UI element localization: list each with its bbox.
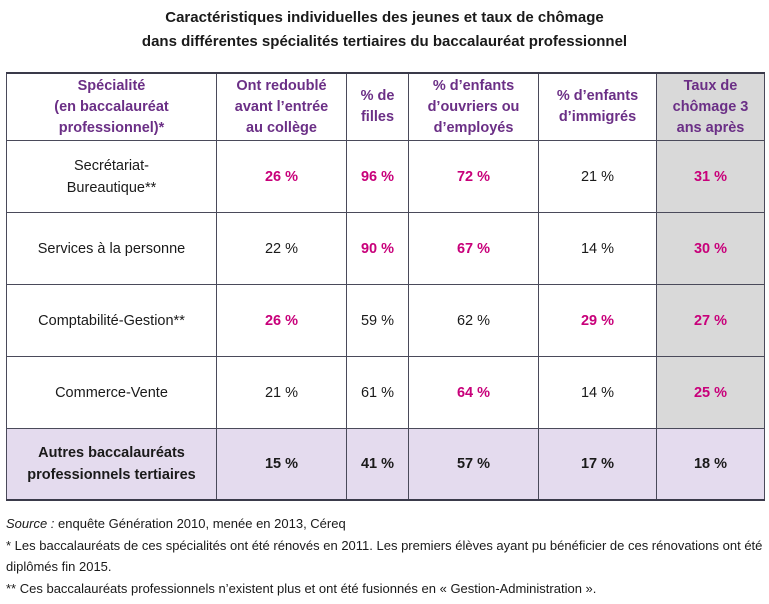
table-title: Caractéristiques individuelles des jeune… bbox=[0, 0, 769, 58]
title-line-2: dans différentes spécialités tertiaires … bbox=[141, 33, 628, 50]
row-label: Secrétariat- Bureautique** bbox=[6, 140, 217, 213]
table-row: Services à la personne 22 % 90 % 67 % 14 % 30… bbox=[6, 212, 765, 285]
table-cell: 30 % bbox=[656, 212, 765, 285]
header-row: Spécialité (en baccalauréat professionne… bbox=[6, 72, 765, 141]
table-cell: 17 % bbox=[538, 428, 657, 501]
header-cell-chomage: Taux de chômage 3 ans après bbox=[656, 72, 765, 141]
table-cell: 21 % bbox=[216, 356, 347, 429]
table-cell: 57 % bbox=[408, 428, 539, 501]
header-cell-ouvriers: % d’enfants d’ouvriers ou d’employés bbox=[408, 72, 539, 141]
table-row: Comptabilité-Gestion** 26 % 59 % 62 % 29 % 27… bbox=[6, 284, 765, 357]
table-cell: 41 % bbox=[346, 428, 409, 501]
table-cell: 22 % bbox=[216, 212, 347, 285]
table-cell: 15 % bbox=[216, 428, 347, 501]
title-line-1: Caractéristiques individuelles des jeune… bbox=[165, 9, 604, 26]
table-row: Secrétariat- Bureautique** 26 % 96 % 72 % 21… bbox=[6, 140, 765, 213]
table-cell: 96 % bbox=[346, 140, 409, 213]
table-cell: 29 % bbox=[538, 284, 657, 357]
table-cell: 25 % bbox=[656, 356, 765, 429]
source-note: Source : enquête Génération 2010, menée … bbox=[6, 513, 764, 535]
source-label: Source : bbox=[6, 516, 55, 531]
total-row-label: Autres baccalauréats professionnels tert… bbox=[6, 428, 217, 501]
table-cell: 72 % bbox=[408, 140, 539, 213]
table-cell: 61 % bbox=[346, 356, 409, 429]
row-label: Commerce-Vente bbox=[6, 356, 217, 429]
table-cell: 26 % bbox=[216, 140, 347, 213]
header-cell-immigres: % d’enfants d’immigrés bbox=[538, 72, 657, 141]
table-cell: 31 % bbox=[656, 140, 765, 213]
table-cell: 14 % bbox=[538, 356, 657, 429]
total-row: Autres baccalauréats professionnels tert… bbox=[6, 428, 765, 501]
table-cell: 64 % bbox=[408, 356, 539, 429]
table-cell: 21 % bbox=[538, 140, 657, 213]
row-label: Services à la personne bbox=[6, 212, 217, 285]
table-cell: 26 % bbox=[216, 284, 347, 357]
table-cell: 14 % bbox=[538, 212, 657, 285]
table-cell: 62 % bbox=[408, 284, 539, 357]
row-label: Comptabilité-Gestion** bbox=[6, 284, 217, 357]
header-cell-filles: % de filles bbox=[346, 72, 409, 141]
footnote-1: * Les baccalauréats de ces spécialités o… bbox=[6, 537, 763, 575]
source-text: enquête Génération 2010, menée en 2013, … bbox=[54, 516, 346, 531]
table-cell: 67 % bbox=[408, 212, 539, 285]
table-row: Commerce-Vente 21 % 61 % 64 % 14 % 25 % bbox=[6, 356, 765, 429]
table-notes: Source : enquête Génération 2010, menée … bbox=[6, 513, 764, 599]
table-cell: 18 % bbox=[656, 428, 765, 501]
footnote-2: ** Ces baccalauréats professionnels n’ex… bbox=[6, 580, 597, 596]
table-cell: 27 % bbox=[656, 284, 765, 357]
header-cell-specialite: Spécialité (en baccalauréat professionne… bbox=[6, 72, 217, 141]
data-table: Spécialité (en baccalauréat professionne… bbox=[6, 72, 765, 501]
table-cell: 59 % bbox=[346, 284, 409, 357]
table-cell: 90 % bbox=[346, 212, 409, 285]
header-cell-redouble: Ont redoublé avant l’entrée au collège bbox=[216, 72, 347, 141]
